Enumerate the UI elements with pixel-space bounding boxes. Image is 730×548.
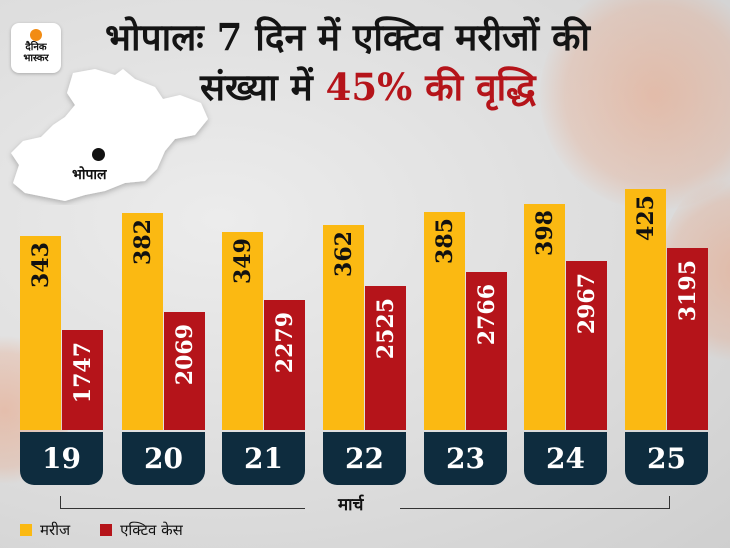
bar-active-cases: 2279	[264, 300, 305, 430]
x-axis-date-label: 22	[323, 432, 406, 485]
bar-value-label: 2967	[573, 273, 600, 335]
title-line2: संख्या में 45% की वृद्धि	[105, 62, 705, 112]
bar-value-label: 385	[431, 217, 458, 264]
logo-text-line2: भास्कर	[23, 53, 49, 64]
legend-swatch-active-cases	[100, 524, 113, 536]
x-axis-date-label: 23	[424, 432, 507, 485]
bar-value-label: 2525	[372, 298, 399, 360]
logo-text-line1: दैनिक	[25, 42, 47, 53]
bar-group: 349 2279	[222, 0, 305, 430]
bar-group: 385 2766	[424, 0, 507, 430]
virus-decoration	[540, 0, 730, 210]
bar-value-label: 382	[129, 219, 156, 266]
chart-title: भोपालः 7 दिन में एक्टिव मरीजों की संख्या…	[105, 12, 705, 112]
legend-swatch-patients	[20, 524, 32, 536]
bhopal-location-marker	[92, 148, 105, 161]
bar-active-cases: 2967	[566, 261, 607, 430]
x-axis-date-label: 21	[222, 432, 305, 485]
bar-value-label: 362	[330, 230, 357, 277]
bar-active-cases: 2069	[164, 312, 205, 430]
axis-bracket-right	[400, 496, 670, 509]
legend-label: एक्टिव केस	[120, 521, 183, 539]
bar-value-label: 3195	[674, 260, 701, 322]
bar-value-label: 398	[531, 210, 558, 257]
x-axis-date-label: 20	[122, 432, 205, 485]
dainik-bhaskar-logo: दैनिक भास्कर	[11, 23, 61, 73]
axis-bracket-left	[60, 496, 305, 509]
bar-active-cases: 3195	[667, 248, 708, 430]
bar-patients: 398	[524, 204, 565, 430]
bar-value-label: 349	[229, 238, 256, 285]
bar-active-cases: 2525	[365, 286, 406, 430]
madhya-pradesh-map-icon	[11, 69, 208, 201]
bar-active-cases: 1747	[62, 330, 103, 430]
bar-patients: 343	[20, 235, 61, 430]
x-axis-month-label: मार्च	[338, 495, 364, 515]
bar-patients: 385	[424, 211, 465, 430]
legend-label: मरीज	[40, 521, 71, 539]
chart-legend: मरीज एक्टिव केस	[20, 520, 205, 540]
bar-value-label: 425	[632, 195, 659, 241]
title-highlight: 45% की वृद्धि	[325, 65, 536, 109]
bar-value-label: 2279	[271, 312, 298, 374]
title-line1: भोपालः 7 दिन में एक्टिव मरीजों की	[105, 15, 590, 59]
bar-value-label: 2069	[171, 324, 198, 386]
logo-sun-icon	[30, 29, 42, 41]
map-city-label: भोपाल	[72, 167, 107, 183]
bar-group: 398 2967	[524, 0, 607, 430]
bar-patients: 349	[222, 232, 263, 430]
legend-item-active-cases: एक्टिव केस	[100, 520, 183, 540]
bar-patients: 425	[625, 189, 666, 430]
title-line2-prefix: संख्या में	[200, 65, 326, 109]
bar-patients: 362	[323, 224, 364, 430]
bar-active-cases: 2766	[466, 272, 507, 430]
x-axis-date-label: 24	[524, 432, 607, 485]
bar-group: 343 1747	[20, 0, 103, 430]
bar-value-label: 2766	[473, 284, 500, 346]
bar-value-label: 1747	[69, 342, 96, 404]
bar-patients: 382	[122, 213, 163, 430]
x-axis-date-label: 25	[625, 432, 708, 485]
bar-group: 425 3195	[625, 0, 708, 430]
bar-group: 362 2525	[323, 0, 406, 430]
legend-item-patients: मरीज	[20, 520, 70, 540]
bar-group: 382 2069	[122, 0, 205, 430]
x-axis-date-label: 19	[20, 432, 103, 485]
bar-value-label: 343	[27, 241, 54, 288]
